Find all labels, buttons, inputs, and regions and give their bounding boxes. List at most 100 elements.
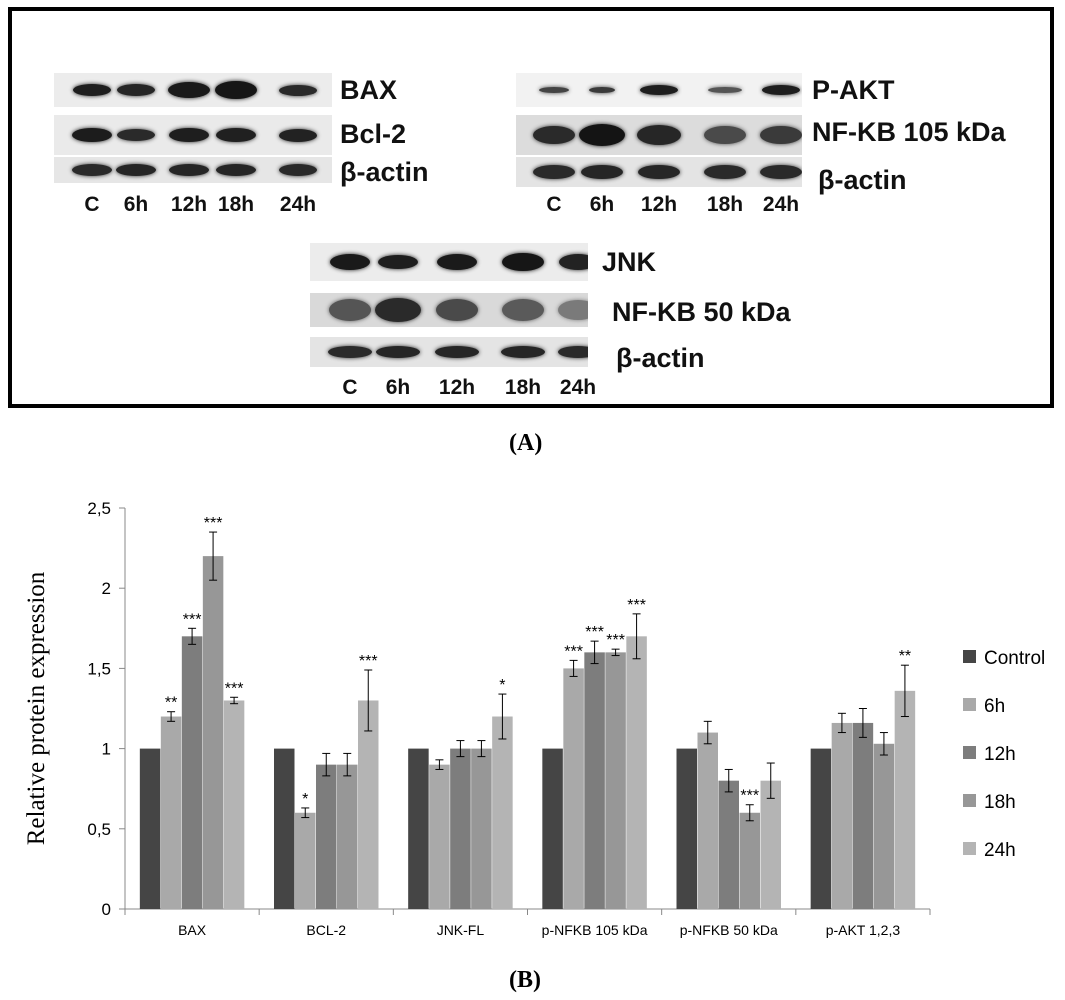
bar <box>223 700 245 909</box>
bar <box>358 700 379 909</box>
blot-band <box>558 300 588 320</box>
blot-band <box>502 299 544 321</box>
blot-band <box>168 82 210 98</box>
bar <box>584 652 605 909</box>
significance-marker: *** <box>204 515 223 532</box>
legend-swatch <box>963 650 976 663</box>
bar <box>697 732 718 909</box>
lane-label-6h: 6h <box>385 376 411 399</box>
bar <box>563 668 584 909</box>
lane-label-18h: 18h <box>504 376 542 399</box>
blot-band <box>73 84 111 96</box>
blot-band <box>279 164 317 176</box>
blot-row-nfkb50 <box>310 293 588 327</box>
x-tick-label: BCL-2 <box>306 922 346 938</box>
bar <box>429 764 450 909</box>
panel-a-letter: A <box>517 430 535 456</box>
x-tick-label: JNK-FL <box>437 922 485 938</box>
panel-b-caption: (B) <box>509 967 542 993</box>
blot-label-pakt: P-AKT <box>812 75 895 105</box>
blot-band <box>329 299 371 321</box>
x-tick-label: p-NFKB 50 kDa <box>680 922 778 938</box>
blot-band <box>279 128 317 142</box>
blot-band <box>581 165 623 179</box>
blot-row-bax <box>54 73 332 107</box>
legend-label: Control <box>984 648 1045 669</box>
lane-label-6h: 6h <box>123 193 149 216</box>
lane-label-c: C <box>546 193 562 216</box>
y-tick-label: 1 <box>102 740 111 759</box>
bar <box>676 748 697 909</box>
bar <box>471 748 492 909</box>
lane-label-6h: 6h <box>589 193 615 216</box>
y-tick-label: 0,5 <box>87 820 111 839</box>
lane-label-12h: 12h <box>438 376 476 399</box>
lane-label-12h: 12h <box>640 193 678 216</box>
bar <box>450 748 471 909</box>
bar <box>492 716 513 909</box>
blot-band <box>216 164 256 176</box>
blot-band <box>708 87 742 93</box>
significance-marker: *** <box>606 632 625 649</box>
significance-marker: * <box>499 677 505 694</box>
blot-row-jnk <box>310 243 588 281</box>
blot-band <box>501 346 545 358</box>
blot-band <box>72 164 112 176</box>
blot-band <box>762 85 800 95</box>
bar <box>542 748 563 909</box>
blot-row-bcl2 <box>54 115 332 155</box>
significance-marker: *** <box>225 680 244 697</box>
significance-marker: *** <box>585 624 604 641</box>
blot-label-jnk: JNK <box>602 247 657 277</box>
bar <box>831 722 853 909</box>
legend-label: 24h <box>984 840 1016 861</box>
y-tick-label: 2 <box>102 579 111 598</box>
bar <box>181 636 203 909</box>
blot-row-actin-1 <box>54 157 332 183</box>
bar <box>873 743 895 909</box>
legend-label: 6h <box>984 696 1005 717</box>
lane-label-18h: 18h <box>706 193 744 216</box>
legend-swatch <box>963 698 976 711</box>
significance-marker: *** <box>564 643 583 660</box>
blot-band <box>215 81 257 99</box>
bar <box>337 764 358 909</box>
blot-band <box>704 165 746 179</box>
lane-label-c: C <box>84 193 100 216</box>
lane-label-18h: 18h <box>217 193 255 216</box>
x-tick-label: p-NFKB 105 kDa <box>542 922 648 938</box>
legend-label: 12h <box>984 744 1016 765</box>
blot-band <box>330 254 370 270</box>
lane-label-24h: 24h <box>762 193 800 216</box>
bar-chart: Relative protein expression 0 0,5 1 1,5 2 2,5 B… <box>23 499 1045 938</box>
blot-band <box>376 346 420 358</box>
significance-marker: ** <box>899 648 911 665</box>
bar <box>408 748 429 909</box>
western-blot-panel: BAX Bcl-2 β-actin C 6h 12h 18h 24h P-AKT… <box>8 7 1054 408</box>
blot-band <box>116 164 156 176</box>
significance-marker: *** <box>183 611 202 628</box>
lane-label-c: C <box>342 376 358 399</box>
bar <box>139 748 161 909</box>
blot-band <box>437 254 477 270</box>
blot-band <box>760 126 802 144</box>
blot-label-bcl2: Bcl-2 <box>340 119 407 149</box>
bar <box>739 812 760 909</box>
legend-swatch <box>963 842 976 855</box>
blot-row-nfkb105 <box>516 115 802 155</box>
blot-band <box>533 165 575 179</box>
bar <box>810 748 832 909</box>
blot-band <box>539 87 569 93</box>
blot-label-nfkb105: NF-KB 105 kDa <box>812 117 1006 147</box>
lane-label-24h: 24h <box>559 376 597 399</box>
blot-band <box>637 125 681 145</box>
bar <box>718 780 739 909</box>
blot-band <box>760 165 802 179</box>
blot-band <box>640 85 678 95</box>
blot-label-nfkb50: NF-KB 50 kDa <box>612 297 791 327</box>
blot-band <box>328 346 372 358</box>
blot-band <box>117 84 155 96</box>
panel-b-letter: B <box>517 967 534 993</box>
bar <box>316 764 337 909</box>
bar <box>760 780 781 909</box>
